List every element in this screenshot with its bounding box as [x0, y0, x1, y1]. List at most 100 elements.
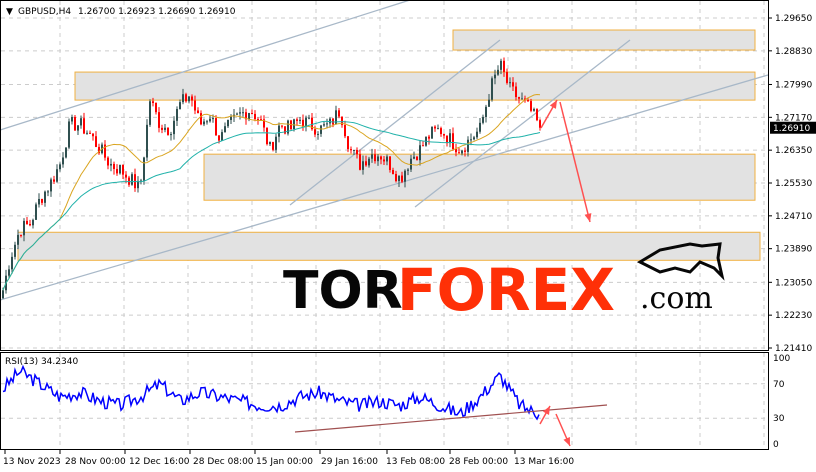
rsi-trendline[interactable]	[294, 404, 608, 433]
candle-body	[23, 220, 25, 236]
price-zone[interactable]	[452, 29, 756, 51]
candle-body	[368, 158, 370, 166]
candle-body	[335, 110, 337, 125]
rsi-tick-label: 100	[773, 354, 790, 364]
candle-body	[62, 157, 64, 165]
candle-body	[137, 180, 139, 189]
candle-body	[494, 74, 496, 79]
candle-body	[431, 126, 433, 139]
candle-body	[209, 118, 211, 122]
candle-body	[419, 145, 421, 161]
candle-body	[47, 191, 49, 193]
candle-body	[479, 122, 481, 132]
candle-body	[83, 118, 85, 134]
candle-body	[110, 163, 112, 166]
candle-body	[317, 133, 319, 135]
candle-body	[464, 150, 466, 152]
candle-body	[281, 125, 283, 127]
candle-body	[212, 118, 214, 120]
candle-body	[434, 126, 436, 129]
arrowhead-icon	[542, 406, 550, 415]
candle-body	[533, 109, 535, 111]
arrowhead-icon	[584, 213, 592, 222]
y-tick-label: 1.23890	[775, 245, 812, 255]
channel-line[interactable]	[0, 74, 769, 301]
candle-body	[260, 119, 262, 121]
candle-body	[506, 71, 508, 83]
price-zone[interactable]	[74, 71, 756, 101]
candle-body	[329, 118, 331, 124]
candle-body	[2, 290, 4, 299]
candle-body	[119, 165, 121, 174]
logo-com: .com	[640, 281, 713, 316]
candle-body	[293, 119, 295, 130]
candle-body	[311, 117, 313, 130]
candle-body	[65, 147, 67, 158]
candle-body	[41, 198, 43, 203]
candle-body	[383, 159, 385, 162]
candle-body	[374, 154, 376, 162]
candle-body	[242, 112, 244, 114]
candle-body	[458, 152, 460, 154]
candle-body	[320, 125, 322, 134]
channel-line[interactable]	[289, 39, 501, 206]
candle-body	[68, 121, 70, 148]
channel-line[interactable]	[414, 39, 631, 208]
y-tick-label: 1.25530	[775, 179, 812, 189]
candle-body	[353, 149, 355, 151]
candle-body	[296, 119, 298, 121]
candle-body	[539, 120, 541, 128]
candle-body	[347, 136, 349, 150]
channel-line[interactable]	[0, 0, 411, 131]
candle-body	[146, 124, 148, 158]
candle-body	[377, 156, 379, 162]
candle-body	[395, 173, 397, 182]
ohlc-values: 1.26700 1.26923 1.26690 1.26910	[78, 7, 236, 17]
rsi-pane	[2, 364, 608, 447]
candle-body	[86, 132, 88, 134]
candle-body	[362, 161, 364, 170]
candle-body	[365, 161, 367, 166]
candle-body	[185, 94, 187, 102]
candle-body	[515, 86, 517, 98]
candle-body	[503, 60, 505, 72]
candle-body	[470, 139, 472, 141]
bull-icon	[636, 242, 725, 281]
candle-body	[17, 234, 19, 245]
candle-body	[251, 113, 253, 115]
candle-body	[407, 169, 409, 171]
candle-body	[98, 146, 100, 154]
channel-lines	[0, 0, 769, 301]
candle-body	[53, 179, 55, 182]
candle-body	[269, 142, 271, 145]
candle-body	[449, 133, 451, 144]
candle-body	[149, 101, 151, 125]
candle-body	[323, 124, 325, 126]
price-zone[interactable]	[203, 153, 756, 201]
candle-body	[461, 150, 463, 154]
candle-body	[350, 149, 352, 151]
candle-body	[173, 120, 175, 135]
candle-body	[143, 157, 145, 181]
candle-body	[455, 149, 457, 153]
candle-body	[473, 137, 475, 140]
current-price-box	[770, 121, 816, 134]
candle-body	[386, 156, 388, 162]
candle-body	[116, 168, 118, 174]
candle-body	[50, 179, 52, 192]
candle-body	[392, 169, 394, 174]
rsi-pane-border	[0, 352, 769, 450]
candle-body	[521, 98, 523, 100]
header-arrow-icon[interactable]: ▼	[6, 7, 13, 17]
candle-body	[437, 128, 439, 130]
x-tick-label: 12 Dec 16:00	[129, 457, 190, 467]
candle-body	[416, 156, 418, 161]
forecast-arrow-down[interactable]	[559, 101, 591, 223]
main-pane-border	[0, 0, 769, 351]
candle-body	[71, 117, 73, 122]
current-price-label: 1.26910	[773, 124, 810, 134]
candle-body	[488, 99, 490, 107]
logo-tor: TOR	[283, 261, 403, 321]
